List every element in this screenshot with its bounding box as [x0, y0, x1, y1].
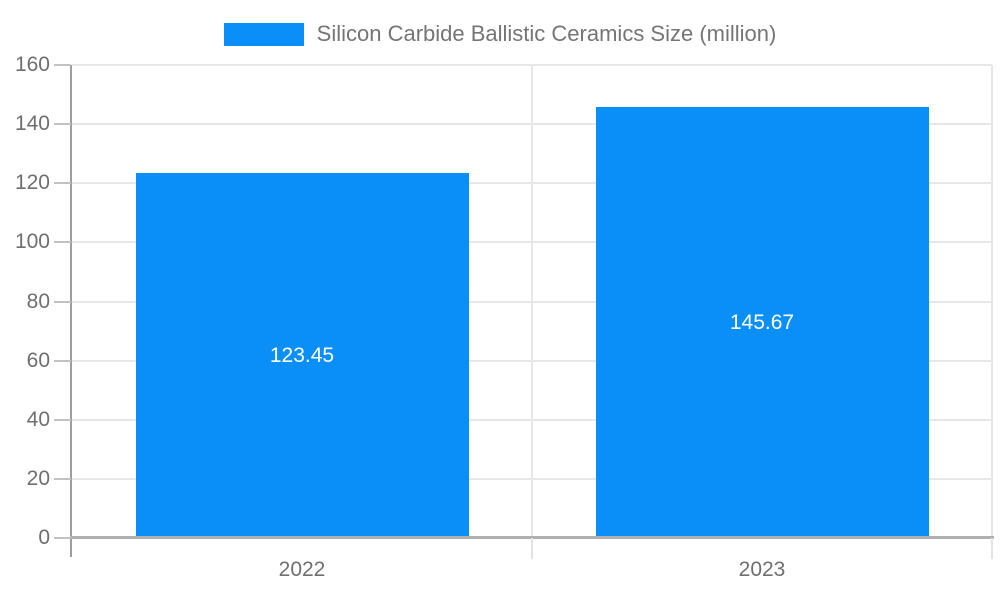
y-axis-tick-mark: [54, 537, 71, 539]
y-axis-tick-label: 80: [26, 289, 50, 313]
gridline-vertical: [991, 65, 993, 538]
y-axis-tick-mark: [54, 477, 71, 480]
y-axis-tick-label: 20: [26, 466, 50, 490]
legend-item[interactable]: Silicon Carbide Ballistic Ceramics Size …: [0, 21, 1000, 47]
y-axis-tick-mark: [54, 300, 71, 303]
y-axis-line: [70, 65, 72, 557]
y-axis-tick-label: 140: [14, 112, 50, 136]
y-axis-tick-mark: [54, 359, 71, 362]
legend-label: Silicon Carbide Ballistic Ceramics Size …: [316, 21, 777, 46]
y-axis-tick-mark: [54, 123, 71, 126]
y-axis-tick-mark: [54, 241, 71, 244]
y-axis-tick-mark: [54, 418, 71, 421]
bar-value-label: 145.67: [729, 310, 795, 334]
y-axis-tick-label: 40: [26, 407, 50, 431]
y-axis-tick-label: 60: [26, 348, 50, 372]
x-axis-baseline: [70, 536, 994, 539]
bar-value-label: 123.45: [269, 343, 335, 367]
y-axis-tick-label: 160: [14, 53, 50, 76]
y-axis-tick-mark: [54, 64, 71, 66]
bar-2022: 123.45: [135, 173, 469, 538]
x-axis-tick-label: 2022: [278, 558, 326, 581]
gridline-vertical: [531, 65, 533, 538]
y-axis-tick-mark: [54, 182, 71, 185]
bar-2023: 145.67: [595, 107, 929, 538]
y-axis-tick-label: 0: [38, 526, 50, 549]
x-axis-tick-mark: [991, 538, 993, 559]
y-axis-tick-label: 120: [14, 171, 50, 195]
plot-area: 123.45 145.67: [72, 64, 993, 538]
legend-swatch: [223, 22, 304, 46]
x-axis-tick-mark: [531, 538, 533, 559]
y-axis-tick-label: 100: [14, 230, 50, 254]
x-axis-tick-label: 2023: [738, 558, 786, 581]
